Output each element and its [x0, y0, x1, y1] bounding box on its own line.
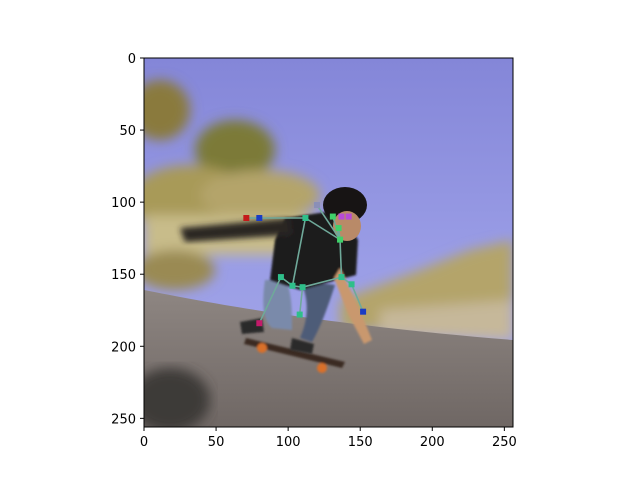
pose-keypoints: [243, 202, 367, 327]
keypoint-right-elbow: [256, 214, 263, 221]
x-tick-label: 100: [276, 435, 301, 450]
y-tick-label: 150: [111, 268, 136, 283]
keypoint-neck: [337, 236, 344, 243]
keypoint-right-knee: [277, 274, 284, 281]
skeleton-edge-left-shoulder-left-hip: [302, 276, 342, 288]
y-axis: 0 50 100 150 200 250: [111, 52, 144, 427]
skateboarder-photo: [144, 58, 513, 427]
skeleton-edge-neck-left-shoulder: [339, 239, 343, 278]
keypoint-right-ankle: [256, 320, 263, 327]
axes-frame: [143, 57, 514, 428]
keypoint-right-hip: [289, 282, 296, 289]
skeleton-edge-neck-right-shoulder: [305, 217, 341, 241]
keypoint-ear: [329, 213, 336, 220]
keypoint-left-elbow: [348, 281, 355, 288]
keypoint-left-shoulder: [338, 274, 345, 281]
keypoint-right-shoulder: [302, 214, 309, 221]
y-tick-label: 0: [128, 52, 136, 67]
y-tick-label: 250: [111, 412, 136, 427]
keypoint-left-knee: [296, 311, 303, 318]
keypoint-left-wrist: [360, 308, 367, 315]
y-tick-label: 100: [111, 196, 136, 211]
skeleton-edge-left-hip-left-knee: [298, 287, 304, 315]
x-tick-label: 0: [140, 435, 148, 450]
keypoint-right-wrist: [243, 214, 250, 221]
keypoint-nose: [335, 225, 342, 232]
keypoint-left-eye: [345, 213, 352, 220]
keypoint-right-eye: [338, 213, 345, 220]
y-tick-label: 50: [119, 124, 136, 139]
x-tick-label: 150: [348, 435, 373, 450]
skeleton-edge-head-top-neck: [316, 204, 341, 241]
keypoint-head-top: [313, 202, 320, 209]
x-axis: 0 50 100 150 200 250: [140, 427, 517, 450]
skeleton-edge-right-knee-right-ankle: [258, 276, 282, 324]
keypoint-left-hip: [299, 284, 306, 291]
skeleton-edge-left-elbow-left-wrist: [350, 283, 364, 312]
x-tick-label: 250: [492, 435, 517, 450]
x-tick-label: 50: [208, 435, 225, 450]
y-tick-label: 200: [111, 340, 136, 355]
skeleton-edge-right-shoulder-right-hip: [291, 217, 307, 286]
x-tick-label: 200: [420, 435, 445, 450]
